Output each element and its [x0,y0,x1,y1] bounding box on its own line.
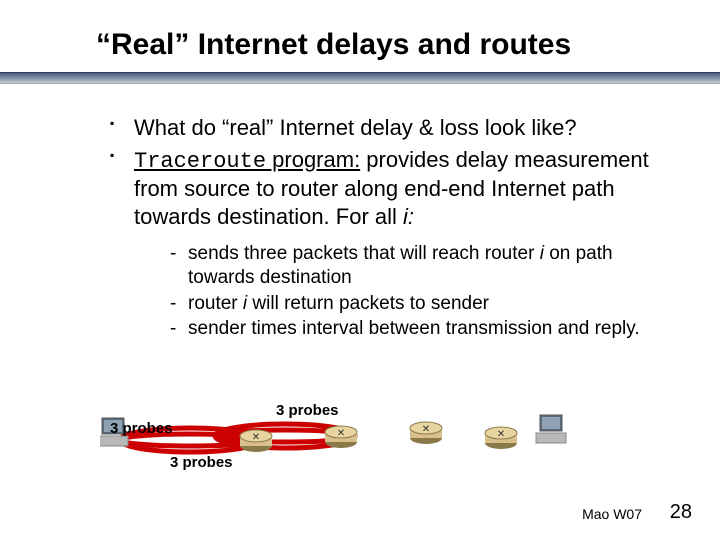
slide: “Real” Internet delays and routes What d… [0,0,720,540]
footer-page: 28 [670,501,692,524]
router-1-icon: ✕ [240,430,272,452]
sub-2a: router [188,293,243,314]
slide-title: “Real” Internet delays and routes [0,0,720,72]
router-4-icon: ✕ [485,427,517,449]
svg-text:✕: ✕ [422,424,430,435]
svg-text:✕: ✕ [497,429,505,440]
probe-label-2: 3 probes [276,402,339,419]
bullet-2-program: program: [266,147,360,172]
probe-label-3: 3 probes [170,454,233,471]
sub-3: sender times interval between transmissi… [170,317,660,341]
svg-text:✕: ✕ [252,432,260,443]
router-3-icon: ✕ [410,422,442,444]
sub-3-text: sender times interval between transmissi… [188,318,640,339]
sub-1a: sends three packets that will reach rout… [188,243,540,264]
bullet-1-text: What do “real” Internet delay & loss loo… [134,115,577,140]
bullet-2-var: i: [403,204,414,229]
bullet-2-code: Traceroute [134,149,266,174]
bullet-1: What do “real” Internet delay & loss loo… [110,114,660,142]
title-bar [0,72,720,84]
sub-2b: will return packets to sender [247,293,489,314]
router-2-icon: ✕ [325,426,357,448]
footer-author: Mao W07 [582,506,642,522]
svg-text:✕: ✕ [337,428,345,439]
network-diagram: ✕ ✕ ✕ ✕ [100,400,640,480]
sub-2: router i will return packets to sender [170,292,660,316]
dest-pc-icon [536,415,566,443]
bullet-list: What do “real” Internet delay & loss loo… [110,114,660,230]
sub-list: sends three packets that will reach rout… [170,242,660,341]
probe-label-1: 3 probes [110,420,173,437]
sub-1: sends three packets that will reach rout… [170,242,660,290]
content-area: What do “real” Internet delay & loss loo… [0,114,720,341]
bullet-2: Traceroute program: provides delay measu… [110,146,660,231]
